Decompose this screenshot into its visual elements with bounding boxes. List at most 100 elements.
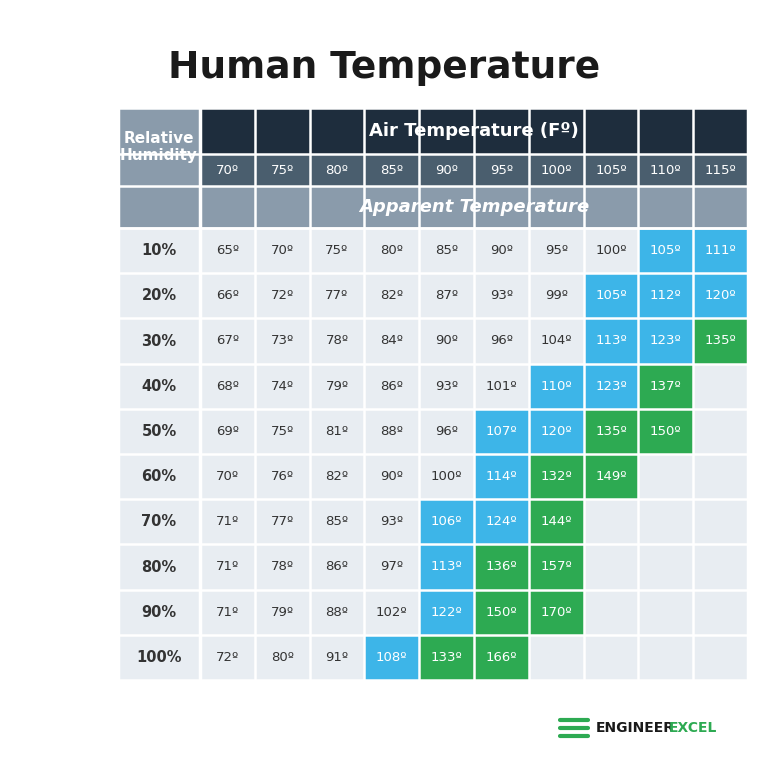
Bar bbox=[118, 108, 200, 186]
Bar bbox=[474, 228, 529, 273]
Bar bbox=[200, 545, 255, 590]
Bar bbox=[255, 228, 310, 273]
Bar bbox=[638, 319, 694, 363]
Bar bbox=[474, 499, 529, 545]
Text: ENGINEER: ENGINEER bbox=[596, 721, 675, 735]
Text: 105º: 105º bbox=[595, 290, 627, 303]
Text: 86º: 86º bbox=[380, 379, 403, 392]
Bar bbox=[584, 635, 638, 680]
Bar bbox=[584, 273, 638, 319]
Text: 75º: 75º bbox=[326, 244, 349, 257]
Text: 106º: 106º bbox=[431, 515, 462, 528]
Text: 65º: 65º bbox=[216, 244, 239, 257]
Text: 105º: 105º bbox=[595, 164, 627, 177]
Text: 20%: 20% bbox=[141, 288, 177, 303]
Bar bbox=[638, 273, 694, 319]
Text: 100%: 100% bbox=[136, 650, 182, 665]
Bar bbox=[584, 590, 638, 635]
Text: 122º: 122º bbox=[431, 606, 462, 619]
Bar bbox=[694, 319, 748, 363]
Text: 90%: 90% bbox=[141, 604, 177, 620]
Bar bbox=[310, 319, 364, 363]
Text: 157º: 157º bbox=[541, 561, 572, 574]
Bar bbox=[364, 409, 419, 454]
Text: 60%: 60% bbox=[141, 469, 177, 484]
Text: 88º: 88º bbox=[326, 606, 349, 619]
Text: 120º: 120º bbox=[705, 290, 737, 303]
Text: 80%: 80% bbox=[141, 560, 177, 574]
Bar bbox=[364, 499, 419, 545]
Text: 70º: 70º bbox=[216, 470, 239, 483]
Bar bbox=[694, 228, 748, 273]
Bar bbox=[474, 454, 529, 499]
Bar bbox=[419, 319, 474, 363]
Bar bbox=[310, 499, 364, 545]
Bar bbox=[419, 590, 474, 635]
Bar bbox=[200, 154, 748, 186]
Bar bbox=[310, 409, 364, 454]
Text: 97º: 97º bbox=[380, 561, 403, 574]
Text: 96º: 96º bbox=[490, 335, 513, 347]
Bar bbox=[584, 363, 638, 409]
Bar bbox=[200, 363, 255, 409]
Bar bbox=[584, 545, 638, 590]
Bar bbox=[118, 454, 200, 499]
Bar bbox=[200, 409, 255, 454]
Bar bbox=[694, 454, 748, 499]
Bar bbox=[200, 108, 748, 154]
Text: 105º: 105º bbox=[650, 244, 682, 257]
Text: 71º: 71º bbox=[216, 561, 239, 574]
Bar bbox=[474, 363, 529, 409]
Bar bbox=[200, 228, 255, 273]
Text: 30%: 30% bbox=[141, 333, 177, 349]
Bar bbox=[419, 273, 474, 319]
Text: 70º: 70º bbox=[270, 244, 294, 257]
Bar bbox=[364, 590, 419, 635]
Bar bbox=[419, 454, 474, 499]
Bar bbox=[529, 409, 584, 454]
Bar bbox=[364, 273, 419, 319]
Text: 150º: 150º bbox=[650, 425, 682, 438]
Text: 108º: 108º bbox=[376, 651, 408, 664]
Bar bbox=[364, 228, 419, 273]
Text: 80º: 80º bbox=[380, 244, 403, 257]
Text: 72º: 72º bbox=[216, 651, 239, 664]
Text: 132º: 132º bbox=[541, 470, 572, 483]
Text: 104º: 104º bbox=[541, 335, 572, 347]
Text: 93º: 93º bbox=[380, 515, 403, 528]
Text: 150º: 150º bbox=[485, 606, 517, 619]
Text: 100º: 100º bbox=[595, 244, 627, 257]
Text: 81º: 81º bbox=[326, 425, 349, 438]
Text: 10%: 10% bbox=[141, 243, 177, 258]
Text: 100º: 100º bbox=[431, 470, 462, 483]
Bar bbox=[118, 228, 200, 273]
Bar bbox=[529, 545, 584, 590]
Bar bbox=[419, 409, 474, 454]
Bar bbox=[200, 590, 255, 635]
Text: 112º: 112º bbox=[650, 290, 682, 303]
Bar bbox=[529, 319, 584, 363]
Bar bbox=[364, 319, 419, 363]
Text: 78º: 78º bbox=[270, 561, 294, 574]
Bar bbox=[584, 499, 638, 545]
Text: 80º: 80º bbox=[270, 651, 293, 664]
Text: 110º: 110º bbox=[650, 164, 682, 177]
Text: Relative
Humidity: Relative Humidity bbox=[120, 131, 198, 164]
Text: 137º: 137º bbox=[650, 379, 682, 392]
Text: 123º: 123º bbox=[595, 379, 627, 392]
Bar bbox=[638, 454, 694, 499]
Text: 66º: 66º bbox=[216, 290, 239, 303]
Text: 73º: 73º bbox=[270, 335, 294, 347]
Text: 76º: 76º bbox=[270, 470, 294, 483]
Text: 93º: 93º bbox=[435, 379, 458, 392]
Bar bbox=[474, 635, 529, 680]
Text: 111º: 111º bbox=[705, 244, 737, 257]
Bar bbox=[255, 273, 310, 319]
Bar bbox=[638, 409, 694, 454]
Text: 114º: 114º bbox=[485, 470, 517, 483]
Text: 78º: 78º bbox=[326, 335, 349, 347]
Bar bbox=[310, 363, 364, 409]
Text: 69º: 69º bbox=[216, 425, 239, 438]
Text: 70%: 70% bbox=[141, 515, 177, 529]
Bar bbox=[255, 590, 310, 635]
